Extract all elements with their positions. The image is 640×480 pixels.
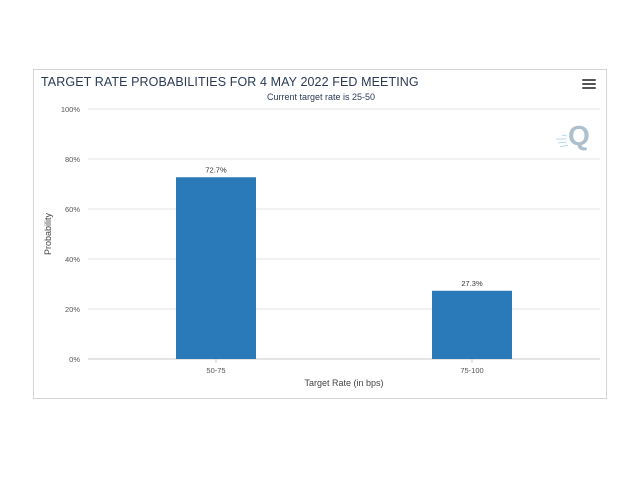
- bar-value-label: 27.3%: [461, 279, 483, 288]
- q-logo-icon: Q: [556, 120, 590, 151]
- y-tick-label: 100%: [61, 105, 81, 114]
- svg-text:Q: Q: [568, 120, 590, 151]
- bar: [176, 177, 256, 359]
- x-tick-label: 75-100: [460, 366, 483, 375]
- chart-subtitle: Current target rate is 25-50: [266, 92, 376, 102]
- y-axis-title: Probability: [43, 212, 53, 255]
- hamburger-menu-icon[interactable]: [582, 79, 596, 91]
- y-tick-label: 0%: [69, 355, 80, 364]
- y-tick-label: 60%: [65, 205, 80, 214]
- y-tick-label: 80%: [65, 155, 80, 164]
- chart-title: TARGET RATE PROBABILITIES FOR 4 MAY 2022…: [41, 75, 419, 89]
- bar-value-label: 72.7%: [205, 165, 227, 174]
- bar-chart-plot: 0% 20% 40% 60% 80% 100% Probability 72.7% 50-75 2…: [43, 105, 600, 388]
- y-tick-label: 40%: [65, 255, 80, 264]
- chart-card: TARGET RATE PROBABILITIES FOR 4 MAY 2022…: [33, 69, 607, 399]
- x-axis-title: Target Rate (in bps): [304, 378, 383, 388]
- x-tick-label: 50-75: [206, 366, 225, 375]
- bar: [432, 290, 512, 359]
- y-tick-label: 20%: [65, 305, 80, 314]
